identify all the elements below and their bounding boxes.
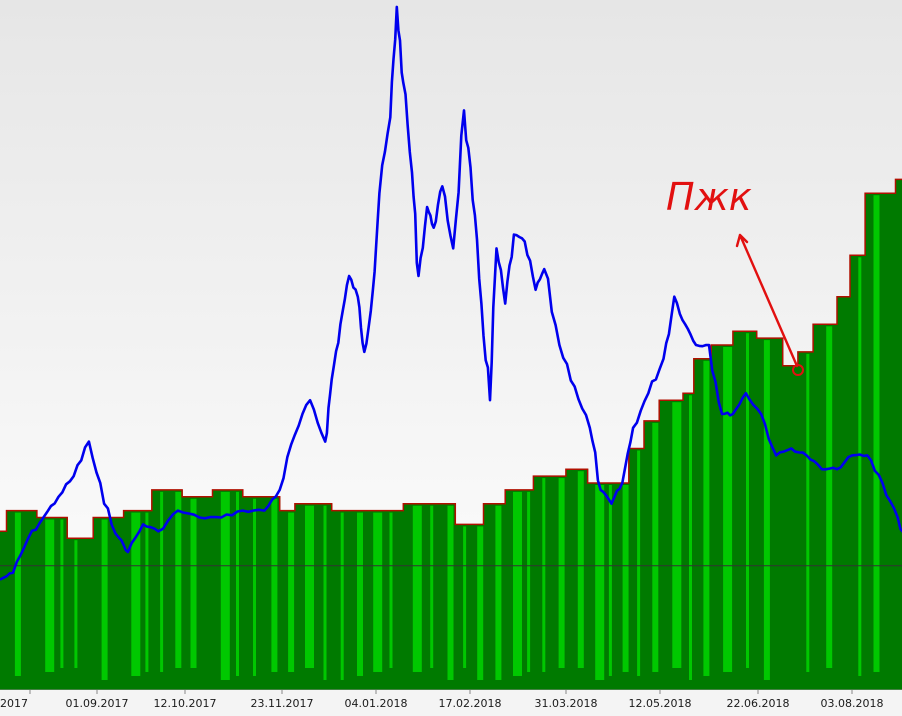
equity-bar — [895, 179, 902, 690]
equity-stripe — [101, 519, 108, 680]
equity-bar — [67, 538, 94, 690]
equity-bar — [565, 469, 589, 690]
equity-bar — [837, 296, 851, 690]
x-tick-label: 2017 — [0, 697, 28, 710]
equity-stripe — [190, 498, 197, 668]
equity-stripe — [873, 195, 880, 672]
x-axis-ticks: 2017 01.09.2017 12.10.2017 23.11.2017 04.01.… — [0, 690, 883, 710]
equity-stripe — [622, 485, 629, 672]
equity-stripe — [652, 422, 659, 672]
equity-stripe — [577, 471, 584, 668]
equity-stripe — [689, 395, 692, 680]
annotation-marker — [792, 364, 804, 376]
equity-stripe — [513, 491, 522, 676]
equity-stripe — [253, 498, 256, 676]
x-tick-label: 22.06.2018 — [727, 697, 790, 710]
equity-stripe — [495, 505, 502, 680]
x-tick-label: 12.10.2017 — [154, 697, 217, 710]
price-line — [0, 5, 902, 581]
equity-bar — [756, 338, 784, 690]
equity-stripe — [608, 485, 612, 676]
equity-bar — [396, 510, 404, 690]
equity-bar — [0, 531, 8, 690]
annotation-arrow — [735, 233, 799, 368]
annotation: Пжк — [666, 175, 804, 376]
equity-stripe — [220, 491, 230, 680]
equity-stripe — [131, 512, 141, 676]
equity-stripe — [271, 498, 278, 672]
equity-bar — [813, 324, 838, 690]
x-tick-label: 31.03.2018 — [535, 697, 598, 710]
equity-stripe — [542, 478, 546, 672]
x-tick-label: 12.05.2018 — [629, 697, 692, 710]
x-axis-band — [0, 690, 902, 716]
equity-bar — [628, 448, 645, 690]
equity-stripe — [763, 340, 770, 680]
equity-bar — [865, 193, 897, 690]
equity-stripe — [323, 505, 327, 680]
equity-bar — [732, 331, 758, 690]
equity-stripe — [477, 526, 484, 680]
equity-stripe — [703, 360, 710, 676]
equity-stripe — [74, 540, 78, 668]
equity-stripe — [357, 512, 363, 676]
equity-stripe — [305, 505, 314, 668]
equity-stripe — [527, 491, 531, 672]
equity-stripe — [412, 505, 422, 672]
equity-stripe — [45, 519, 55, 672]
equity-bar — [182, 496, 214, 690]
annotation-text: Пжк — [666, 175, 752, 219]
equity-stripe — [637, 450, 641, 676]
equity-top-edge — [0, 178, 902, 539]
equity-stripe — [558, 478, 565, 668]
equity-stripe — [595, 485, 605, 680]
equity-bar — [797, 351, 814, 690]
equity-bar — [850, 255, 866, 691]
equity-bar — [93, 517, 125, 690]
equity-stripe — [463, 526, 467, 668]
equity-stripe — [14, 512, 21, 676]
equity-stripe — [145, 512, 149, 672]
equity-bar — [483, 503, 506, 690]
x-tick-label: 04.01.2018 — [345, 697, 408, 710]
equity-bar — [587, 483, 630, 690]
equity-bar — [683, 393, 695, 690]
equity-stripe — [806, 353, 810, 672]
equity-stripe — [175, 491, 182, 668]
equity-stripe — [430, 505, 434, 668]
equity-bar — [782, 365, 799, 690]
x-tick-label: 01.09.2017 — [66, 697, 129, 710]
equity-stripe — [447, 505, 454, 680]
equity-bar — [6, 510, 38, 690]
equity-stripe — [858, 257, 862, 676]
equity-stripe — [160, 491, 164, 672]
equity-stripe — [389, 512, 393, 668]
equity-stripe — [236, 491, 239, 676]
equity-bar — [403, 503, 456, 690]
equity-stripe — [288, 512, 295, 672]
equity-stripe — [340, 512, 344, 680]
x-tick-label: 17.02.2018 — [439, 697, 502, 710]
equity-bars — [0, 179, 902, 691]
equity-stripe — [746, 333, 749, 668]
equity-stripe — [723, 347, 733, 672]
equity-stripe — [373, 512, 383, 672]
x-tick-label: 03.08.2018 — [821, 697, 884, 710]
x-tick-label: 23.11.2017 — [251, 697, 314, 710]
equity-stripe — [60, 519, 64, 668]
equity-stripe — [826, 326, 833, 668]
equity-stripe — [672, 402, 682, 668]
